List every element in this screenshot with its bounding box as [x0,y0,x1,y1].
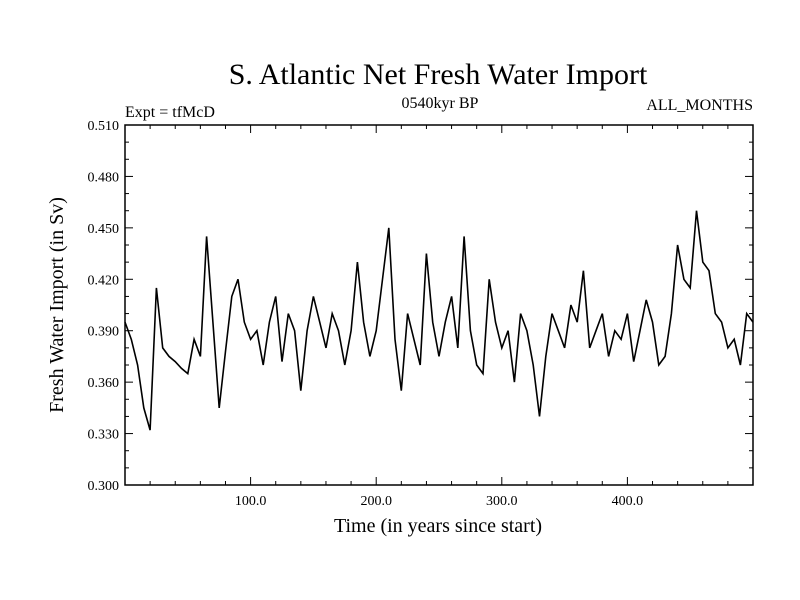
x-tick-label: 300.0 [486,494,518,509]
x-tick-label: 400.0 [612,494,644,509]
chart-title: S. Atlantic Net Fresh Water Import [229,58,648,91]
y-axis-label: Fresh Water Import (in Sv) [46,197,68,413]
y-tick-label: 0.330 [88,428,120,443]
months-label: ALL_MONTHS [646,97,753,114]
plot-frame [124,124,754,486]
x-tick-label: 100.0 [235,494,267,509]
x-tick-label: 200.0 [360,494,392,509]
y-tick-label: 0.450 [88,222,120,237]
y-tick-label: 0.300 [88,479,120,494]
y-tick-label: 0.390 [88,325,120,340]
y-tick-label: 0.510 [88,119,120,134]
y-tick-label: 0.360 [88,376,120,391]
x-axis-label: Time (in years since start) [334,515,542,537]
y-tick-label: 0.480 [88,170,120,185]
experiment-label: Expt = tfMcD [125,104,215,121]
period-label: 0540kyr BP [402,95,479,112]
series-line-0 [124,210,754,431]
axis-ticks: 0.300 0.330 0.360 0.390 0.420 0.450 0.480 0.510… [88,119,754,509]
series-group [124,210,754,431]
y-tick-label: 0.420 [88,273,120,288]
